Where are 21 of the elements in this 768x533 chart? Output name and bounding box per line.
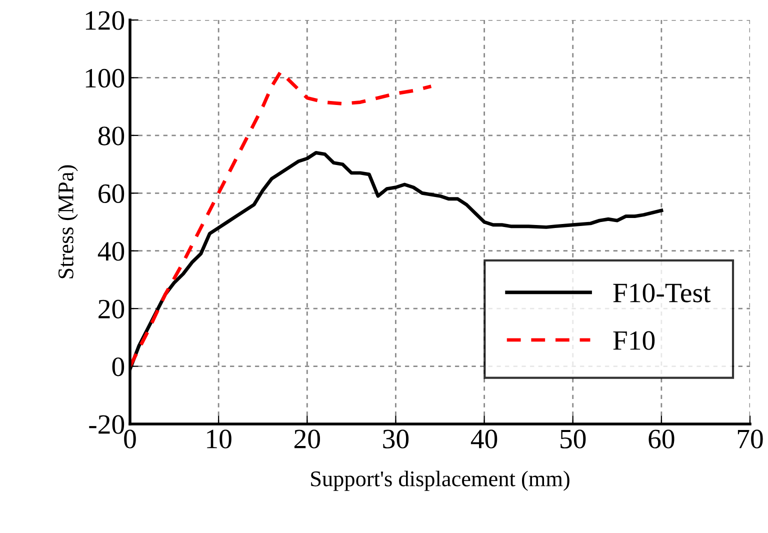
line-series <box>130 70 433 368</box>
legend-label: F10 <box>613 331 655 350</box>
y-tick-label: 60 <box>98 184 124 204</box>
x-axis-title: Support's displacement (mm) <box>311 470 570 491</box>
y-tick-label: 0 <box>112 357 124 376</box>
x-tick-label: 50 <box>560 430 586 448</box>
y-tick-label: 20 <box>98 300 124 318</box>
x-tick-label: 70 <box>738 430 763 448</box>
y-axis-title: Stress (MPa) <box>58 165 78 278</box>
x-tick-label: 10 <box>207 430 232 448</box>
y-tick-label: 120 <box>86 11 124 30</box>
x-tick-label: 40 <box>470 430 498 448</box>
y-tick-label: 80 <box>98 126 124 146</box>
x-tick-label: 60 <box>648 430 674 448</box>
x-tick-label: 0 <box>124 430 136 448</box>
y-tick-label: 40 <box>98 242 124 261</box>
legend-label: F10-Test <box>613 284 711 302</box>
x-tick-label: 30 <box>383 430 409 448</box>
y-tick-label: -20 <box>89 415 124 434</box>
y-tick-label: 100 <box>86 68 124 88</box>
x-tick-label: 20 <box>294 430 320 448</box>
